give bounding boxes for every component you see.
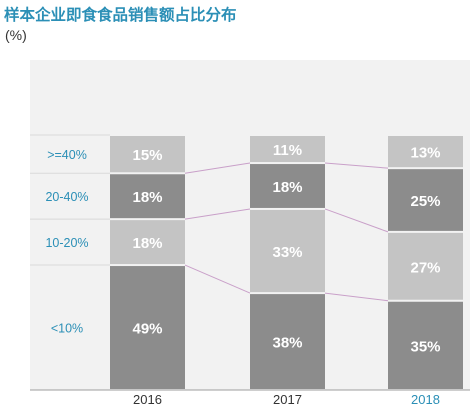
- connector-line-2017-2: [324, 208, 389, 233]
- data-label-2016-2: 18%: [132, 235, 162, 252]
- data-label-2017-4: 11%: [273, 142, 302, 159]
- x-tick-label-2017: 2017: [273, 392, 302, 407]
- connector-line-2016-2: [184, 208, 251, 220]
- bar-segment-2016-1: [110, 266, 185, 389]
- connector-line-2017-3: [324, 162, 389, 169]
- data-label-2017-2: 33%: [272, 244, 302, 261]
- data-label-2018-4: 13%: [410, 145, 440, 162]
- bar-segment-2018-1: [388, 301, 463, 389]
- data-label-2018-2: 27%: [410, 259, 440, 276]
- bar-segment-2018-4: [388, 136, 463, 168]
- bar-segment-2017-2: [250, 209, 325, 293]
- connector-line-2016-3: [184, 162, 251, 174]
- x-tick-label-2016: 2016: [133, 392, 162, 407]
- legend-label-3: 20-40%: [45, 190, 88, 204]
- data-label-2017-3: 18%: [272, 179, 302, 196]
- data-label-2018-1: 35%: [410, 338, 440, 355]
- data-label-2017-1: 38%: [272, 335, 302, 352]
- bar-segment-2017-1: [250, 294, 325, 389]
- legend-label-1: <10%: [51, 322, 83, 336]
- data-label-2018-3: 25%: [410, 193, 440, 210]
- connector-line-2016-1: [184, 264, 251, 294]
- data-label-2016-3: 18%: [132, 189, 162, 206]
- chart-title: 样本企业即食食品销售额占比分布: [4, 7, 237, 24]
- data-label-2016-1: 49%: [132, 321, 162, 338]
- bar-segment-2017-4: [250, 136, 325, 163]
- bar-segment-2016-4: [110, 136, 185, 173]
- data-label-2016-4: 15%: [132, 147, 162, 164]
- legend-label-2: 10-20%: [45, 236, 88, 250]
- legend-label-4: >=40%: [47, 148, 87, 162]
- bar-segment-2016-3: [110, 174, 185, 219]
- bar-segment-2016-2: [110, 220, 185, 265]
- bar-segment-2018-3: [388, 169, 463, 231]
- bar-segment-2017-3: [250, 164, 325, 208]
- x-tick-label-2018: 2018: [411, 392, 440, 407]
- unit-label: (%): [5, 27, 27, 43]
- connector-line-2017-1: [324, 292, 389, 302]
- bar-segment-2018-2: [388, 232, 463, 300]
